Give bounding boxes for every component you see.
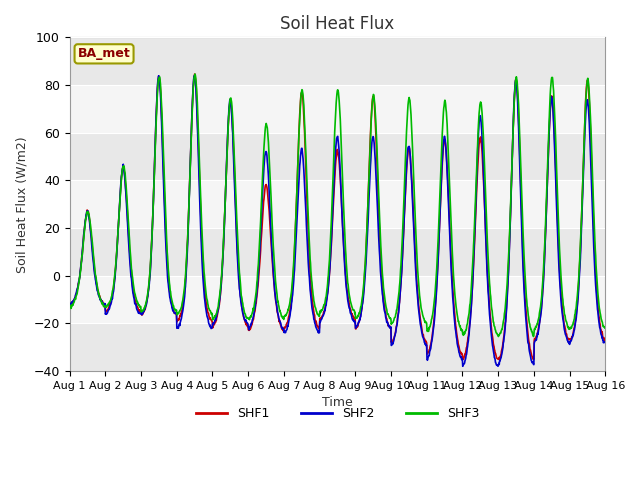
SHF1 xyxy=(539,293,547,299)
SHF2 xyxy=(66,303,74,309)
SHF1 xyxy=(602,338,609,344)
SHF3 xyxy=(491,324,499,330)
Line: SHF3: SHF3 xyxy=(70,74,605,336)
SHF3 xyxy=(66,302,74,308)
SHF3 xyxy=(602,324,609,330)
Bar xyxy=(70,180,605,228)
SHF2 xyxy=(172,311,180,316)
Line: SHF1: SHF1 xyxy=(70,74,605,360)
Text: BA_met: BA_met xyxy=(77,48,131,60)
SHF2 xyxy=(492,357,499,362)
SHF2 xyxy=(245,327,253,333)
Bar xyxy=(70,276,605,324)
Bar xyxy=(70,85,605,132)
SHF3 xyxy=(530,334,538,339)
X-axis label: Time: Time xyxy=(322,396,353,409)
SHF1 xyxy=(185,206,193,212)
SHF2 xyxy=(421,340,429,346)
SHF3 xyxy=(421,318,429,324)
Title: Soil Heat Flux: Soil Heat Flux xyxy=(280,15,395,33)
SHF3 xyxy=(185,207,193,213)
Bar xyxy=(70,324,605,371)
SHF1 xyxy=(191,71,198,77)
SHF1 xyxy=(172,311,180,316)
Line: SHF2: SHF2 xyxy=(70,76,605,366)
Bar xyxy=(70,132,605,180)
Y-axis label: Soil Heat Flux (W/m2): Soil Heat Flux (W/m2) xyxy=(15,136,28,273)
SHF1 xyxy=(245,327,253,333)
SHF1 xyxy=(421,337,429,343)
SHF2 xyxy=(191,73,198,79)
SHF2 xyxy=(185,209,193,215)
SHF1 xyxy=(66,300,74,306)
SHF2 xyxy=(602,340,609,346)
SHF3 xyxy=(245,315,253,321)
Legend: SHF1, SHF2, SHF3: SHF1, SHF2, SHF3 xyxy=(191,402,484,425)
SHF3 xyxy=(539,284,547,289)
SHF2 xyxy=(459,363,467,369)
SHF1 xyxy=(530,357,538,362)
SHF3 xyxy=(172,308,180,313)
SHF2 xyxy=(539,294,547,300)
SHF1 xyxy=(491,348,499,353)
Bar xyxy=(70,228,605,276)
SHF3 xyxy=(191,71,199,77)
Bar xyxy=(70,37,605,85)
